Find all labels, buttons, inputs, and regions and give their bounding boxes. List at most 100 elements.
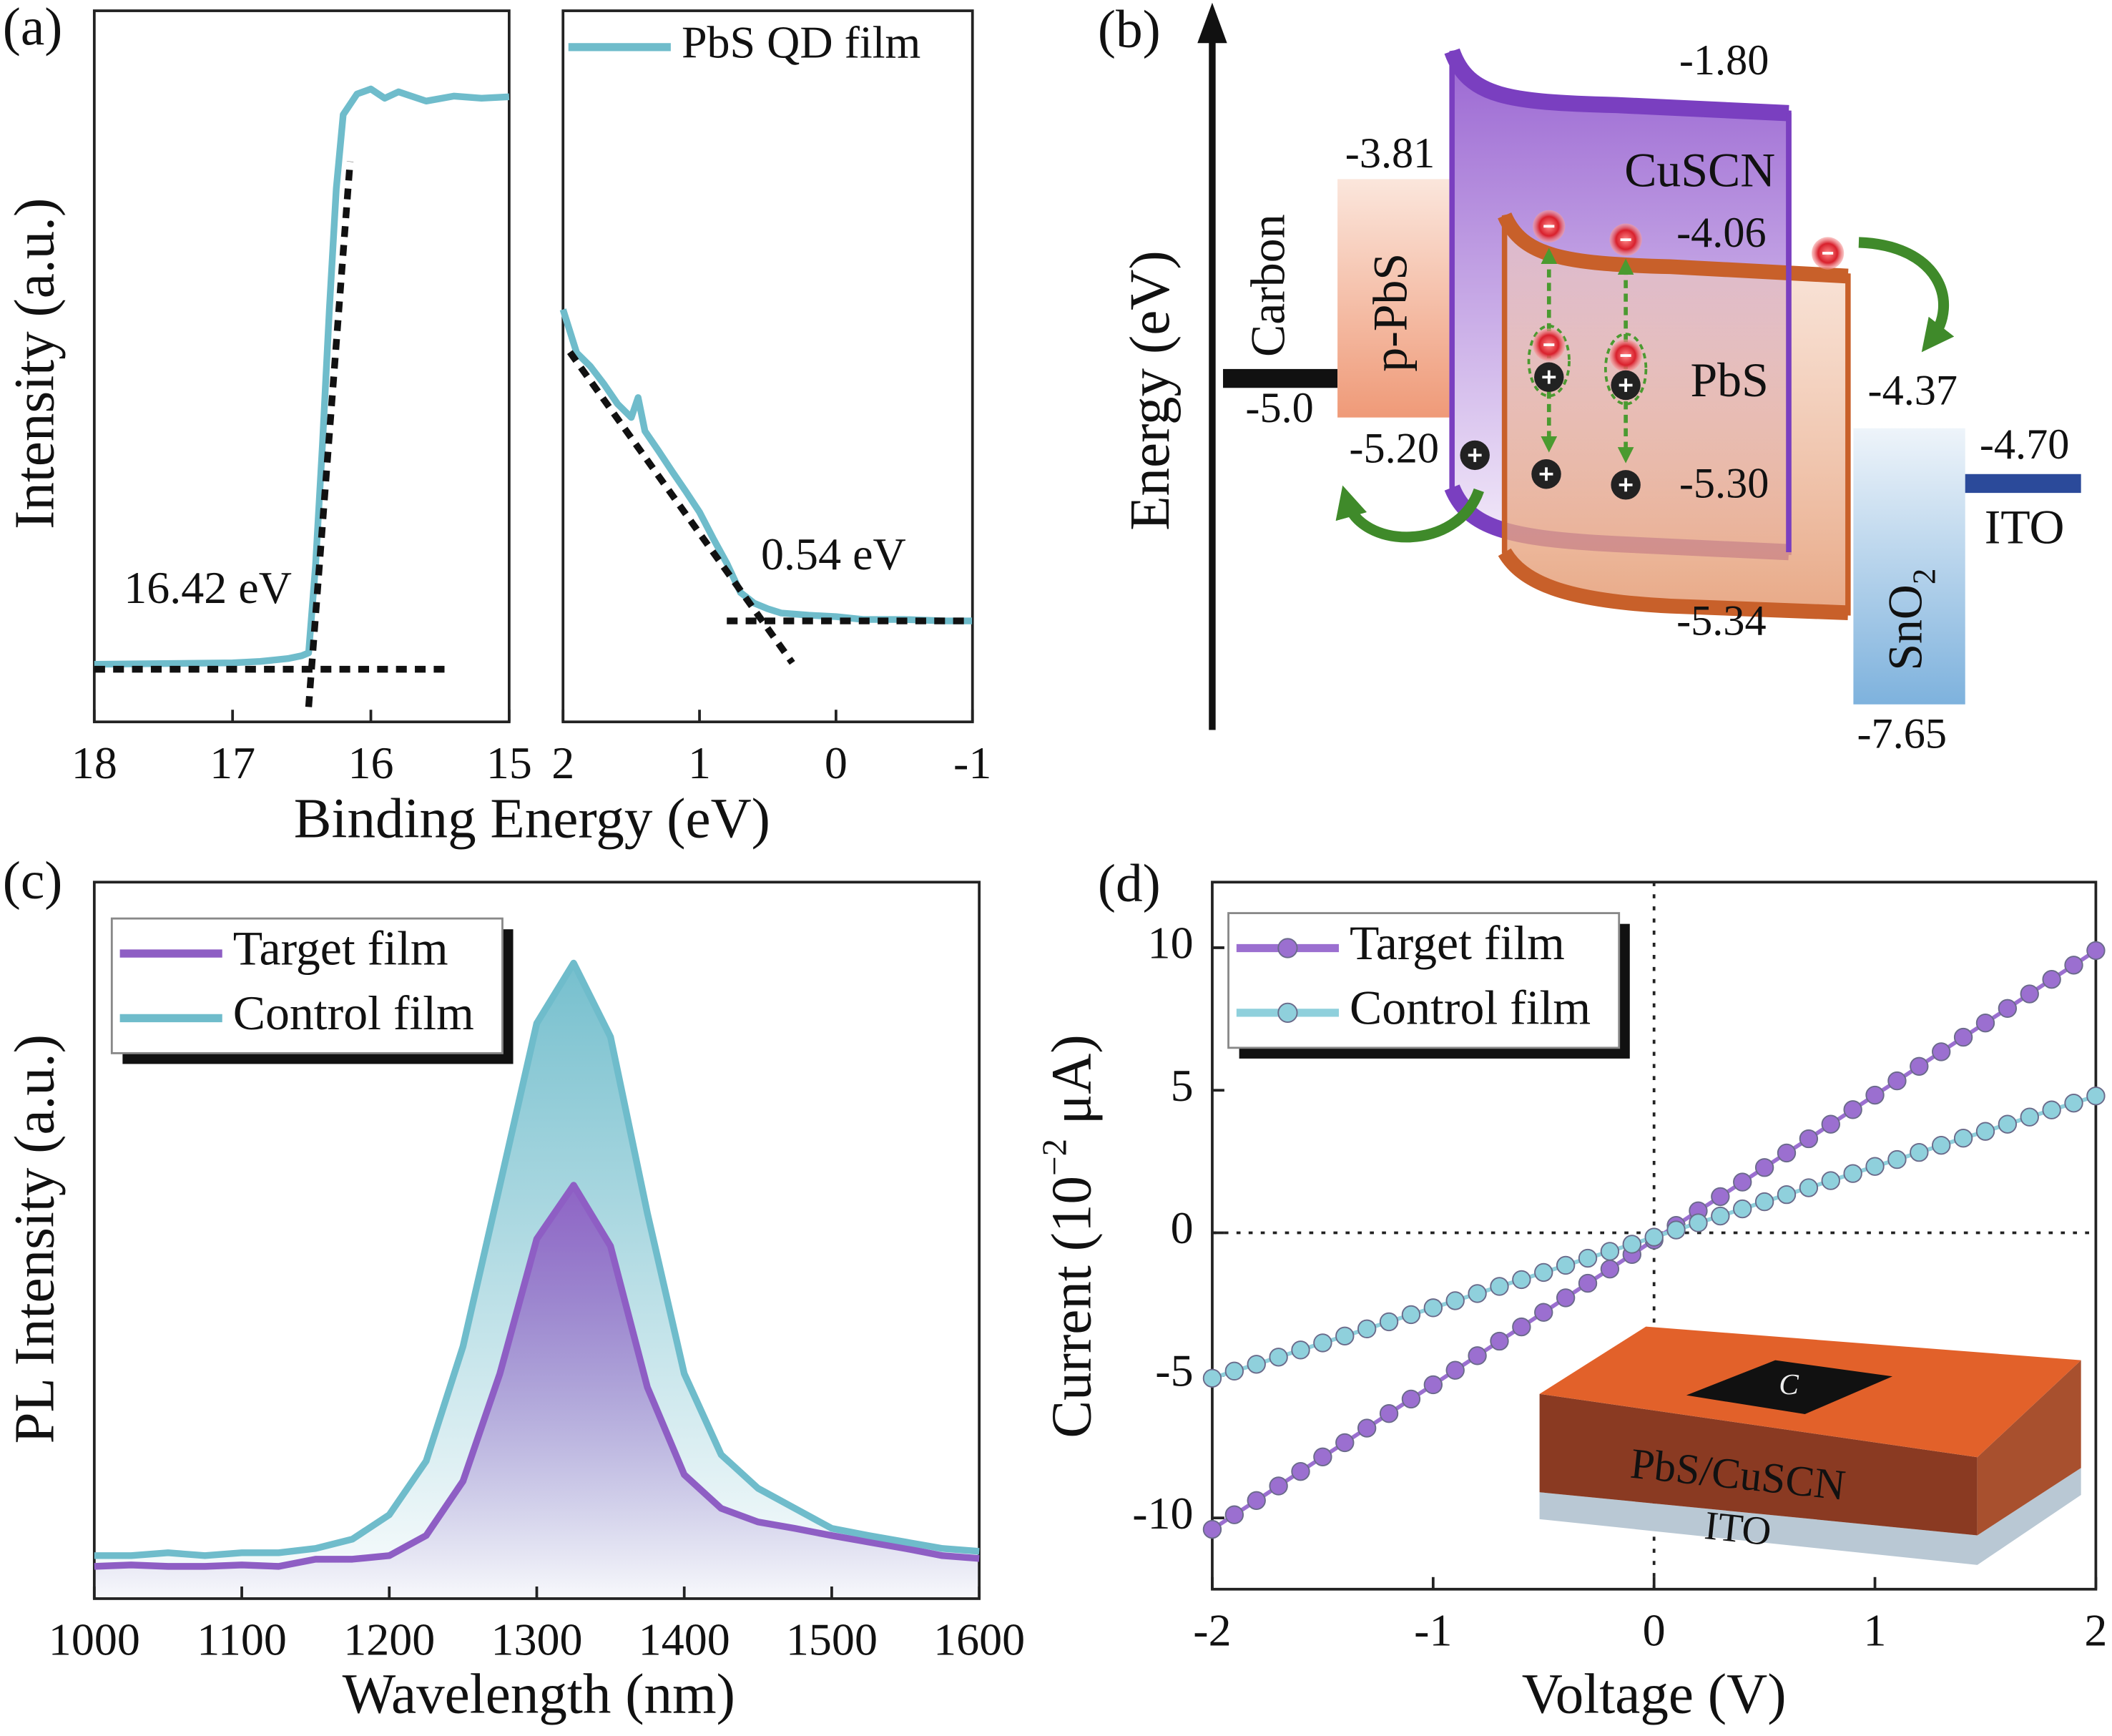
x-tick-label: -1 bbox=[953, 737, 991, 788]
series-marker bbox=[1975, 1013, 1995, 1033]
series-marker bbox=[1887, 1149, 1907, 1169]
y-tick-label: -5 bbox=[1155, 1345, 1193, 1396]
y-axis-label: Intensity (a.u.) bbox=[4, 198, 67, 529]
series-marker bbox=[1600, 1259, 1620, 1279]
series-marker bbox=[1821, 1114, 1840, 1134]
legend-label: Control film bbox=[1350, 981, 1591, 1034]
exciton bbox=[1603, 333, 1648, 406]
layer-name: Carbon bbox=[1241, 214, 1295, 357]
series-marker bbox=[1202, 1519, 1222, 1539]
series-marker bbox=[1689, 1213, 1708, 1232]
fit-line bbox=[566, 350, 795, 665]
axis-arrow bbox=[1197, 2, 1227, 44]
x-tick-label: 2 bbox=[2084, 1604, 2107, 1655]
series-marker bbox=[1357, 1418, 1377, 1438]
axis-label: Energy (eV) bbox=[1119, 250, 1182, 531]
series-marker bbox=[1291, 1340, 1310, 1360]
series-marker bbox=[1754, 1192, 1774, 1212]
y-tick-label: 0 bbox=[1171, 1202, 1194, 1253]
x-tick-label: -2 bbox=[1193, 1604, 1231, 1655]
inset-label: C bbox=[1779, 1368, 1799, 1401]
legend-label: Control film bbox=[233, 986, 474, 1040]
level-label: -5.34 bbox=[1676, 597, 1767, 644]
fit-line bbox=[305, 161, 354, 707]
series-marker bbox=[1512, 1270, 1531, 1290]
series-marker bbox=[1224, 1361, 1244, 1381]
series-marker bbox=[1534, 1303, 1553, 1322]
series-marker bbox=[1754, 1158, 1774, 1177]
series-marker bbox=[1711, 1206, 1730, 1226]
legend-label: PbS QD film bbox=[682, 17, 920, 68]
series-marker bbox=[1423, 1298, 1443, 1318]
series-marker bbox=[1622, 1235, 1641, 1254]
hole-signs bbox=[1468, 370, 1633, 492]
series-marker bbox=[1733, 1172, 1752, 1192]
pbs-cb bbox=[1498, 212, 1849, 284]
p-pbs-band bbox=[1337, 179, 1450, 418]
x-tick-label: 1100 bbox=[197, 1614, 287, 1665]
y-axis-label-part: −2 bbox=[1034, 1139, 1074, 1176]
layer-name: CuSCN bbox=[1624, 143, 1775, 197]
series-marker bbox=[2086, 1087, 2106, 1106]
series-marker bbox=[2064, 1093, 2083, 1113]
ito-layer bbox=[1539, 1468, 2081, 1565]
panel-label: (d) bbox=[1098, 854, 1161, 913]
series-marker bbox=[1799, 1178, 1819, 1197]
series-marker bbox=[1224, 1505, 1244, 1524]
layer-name-sub: 2 bbox=[1907, 569, 1942, 585]
series-marker bbox=[1490, 1277, 1509, 1296]
series-marker bbox=[1953, 1027, 1973, 1047]
series-marker bbox=[1202, 1368, 1222, 1388]
series-marker bbox=[1777, 1143, 1797, 1163]
x-axis-label: Voltage (V) bbox=[1522, 1663, 1787, 1725]
level-label: -5.20 bbox=[1349, 424, 1439, 472]
series-marker bbox=[1423, 1375, 1443, 1395]
level-label: -7.65 bbox=[1857, 710, 1947, 758]
series-marker bbox=[1777, 1185, 1797, 1205]
annotation: 0.54 eV bbox=[761, 529, 906, 579]
x-tick-label: 1 bbox=[688, 737, 711, 788]
x-tick-label: 0 bbox=[825, 737, 848, 788]
series-marker bbox=[2064, 956, 2083, 975]
series-marker bbox=[2020, 1107, 2039, 1127]
series-marker bbox=[2042, 970, 2061, 989]
film-side bbox=[1977, 1360, 2081, 1536]
electron-signs bbox=[1543, 225, 1834, 357]
series-marker bbox=[1556, 1255, 1576, 1275]
series-marker bbox=[1556, 1288, 1576, 1308]
series-marker bbox=[1600, 1242, 1620, 1261]
level-label: -5.30 bbox=[1679, 459, 1769, 507]
y-tick-label: 5 bbox=[1171, 1060, 1194, 1111]
series-marker bbox=[1313, 1333, 1332, 1353]
series-marker bbox=[1644, 1227, 1664, 1247]
legend-frame bbox=[1227, 912, 1621, 1049]
series-marker bbox=[1932, 1042, 1951, 1061]
series-line bbox=[94, 1182, 980, 1570]
x-tick-label: 15 bbox=[486, 737, 532, 788]
panel-label: (c) bbox=[3, 851, 63, 911]
level-label: -5.0 bbox=[1245, 384, 1313, 432]
x-tick-label: 1200 bbox=[343, 1614, 435, 1665]
series-marker bbox=[1666, 1220, 1686, 1240]
series-marker bbox=[1534, 1262, 1553, 1283]
series-marker bbox=[1865, 1085, 1885, 1105]
x-tick-label: 17 bbox=[210, 737, 255, 788]
series-marker bbox=[1335, 1433, 1355, 1453]
chart: 1000 1100 1200 1300 1400 1500 1600 Target film C… bbox=[4, 881, 1025, 1725]
exciton bbox=[1527, 324, 1571, 398]
series-marker bbox=[1335, 1326, 1355, 1346]
panel-label: (b) bbox=[1098, 0, 1161, 59]
series-marker bbox=[1799, 1129, 1819, 1149]
series-marker bbox=[1578, 1273, 1598, 1293]
x-tick-label: 1300 bbox=[491, 1614, 582, 1665]
transfer-arrow bbox=[1335, 485, 1484, 543]
x-axis-label: Wavelength (nm) bbox=[343, 1663, 735, 1725]
x-tick-label: 1500 bbox=[786, 1614, 878, 1665]
series-marker bbox=[1468, 1284, 1487, 1303]
series-marker bbox=[1247, 1355, 1266, 1374]
level-label: -1.80 bbox=[1679, 36, 1769, 84]
y-axis-label-part: Current (10 bbox=[1041, 1176, 1104, 1438]
layer-name: SnO2 bbox=[1878, 569, 1942, 671]
x-axis-label: Binding Energy (eV) bbox=[294, 788, 770, 850]
series-marker bbox=[1490, 1331, 1509, 1351]
